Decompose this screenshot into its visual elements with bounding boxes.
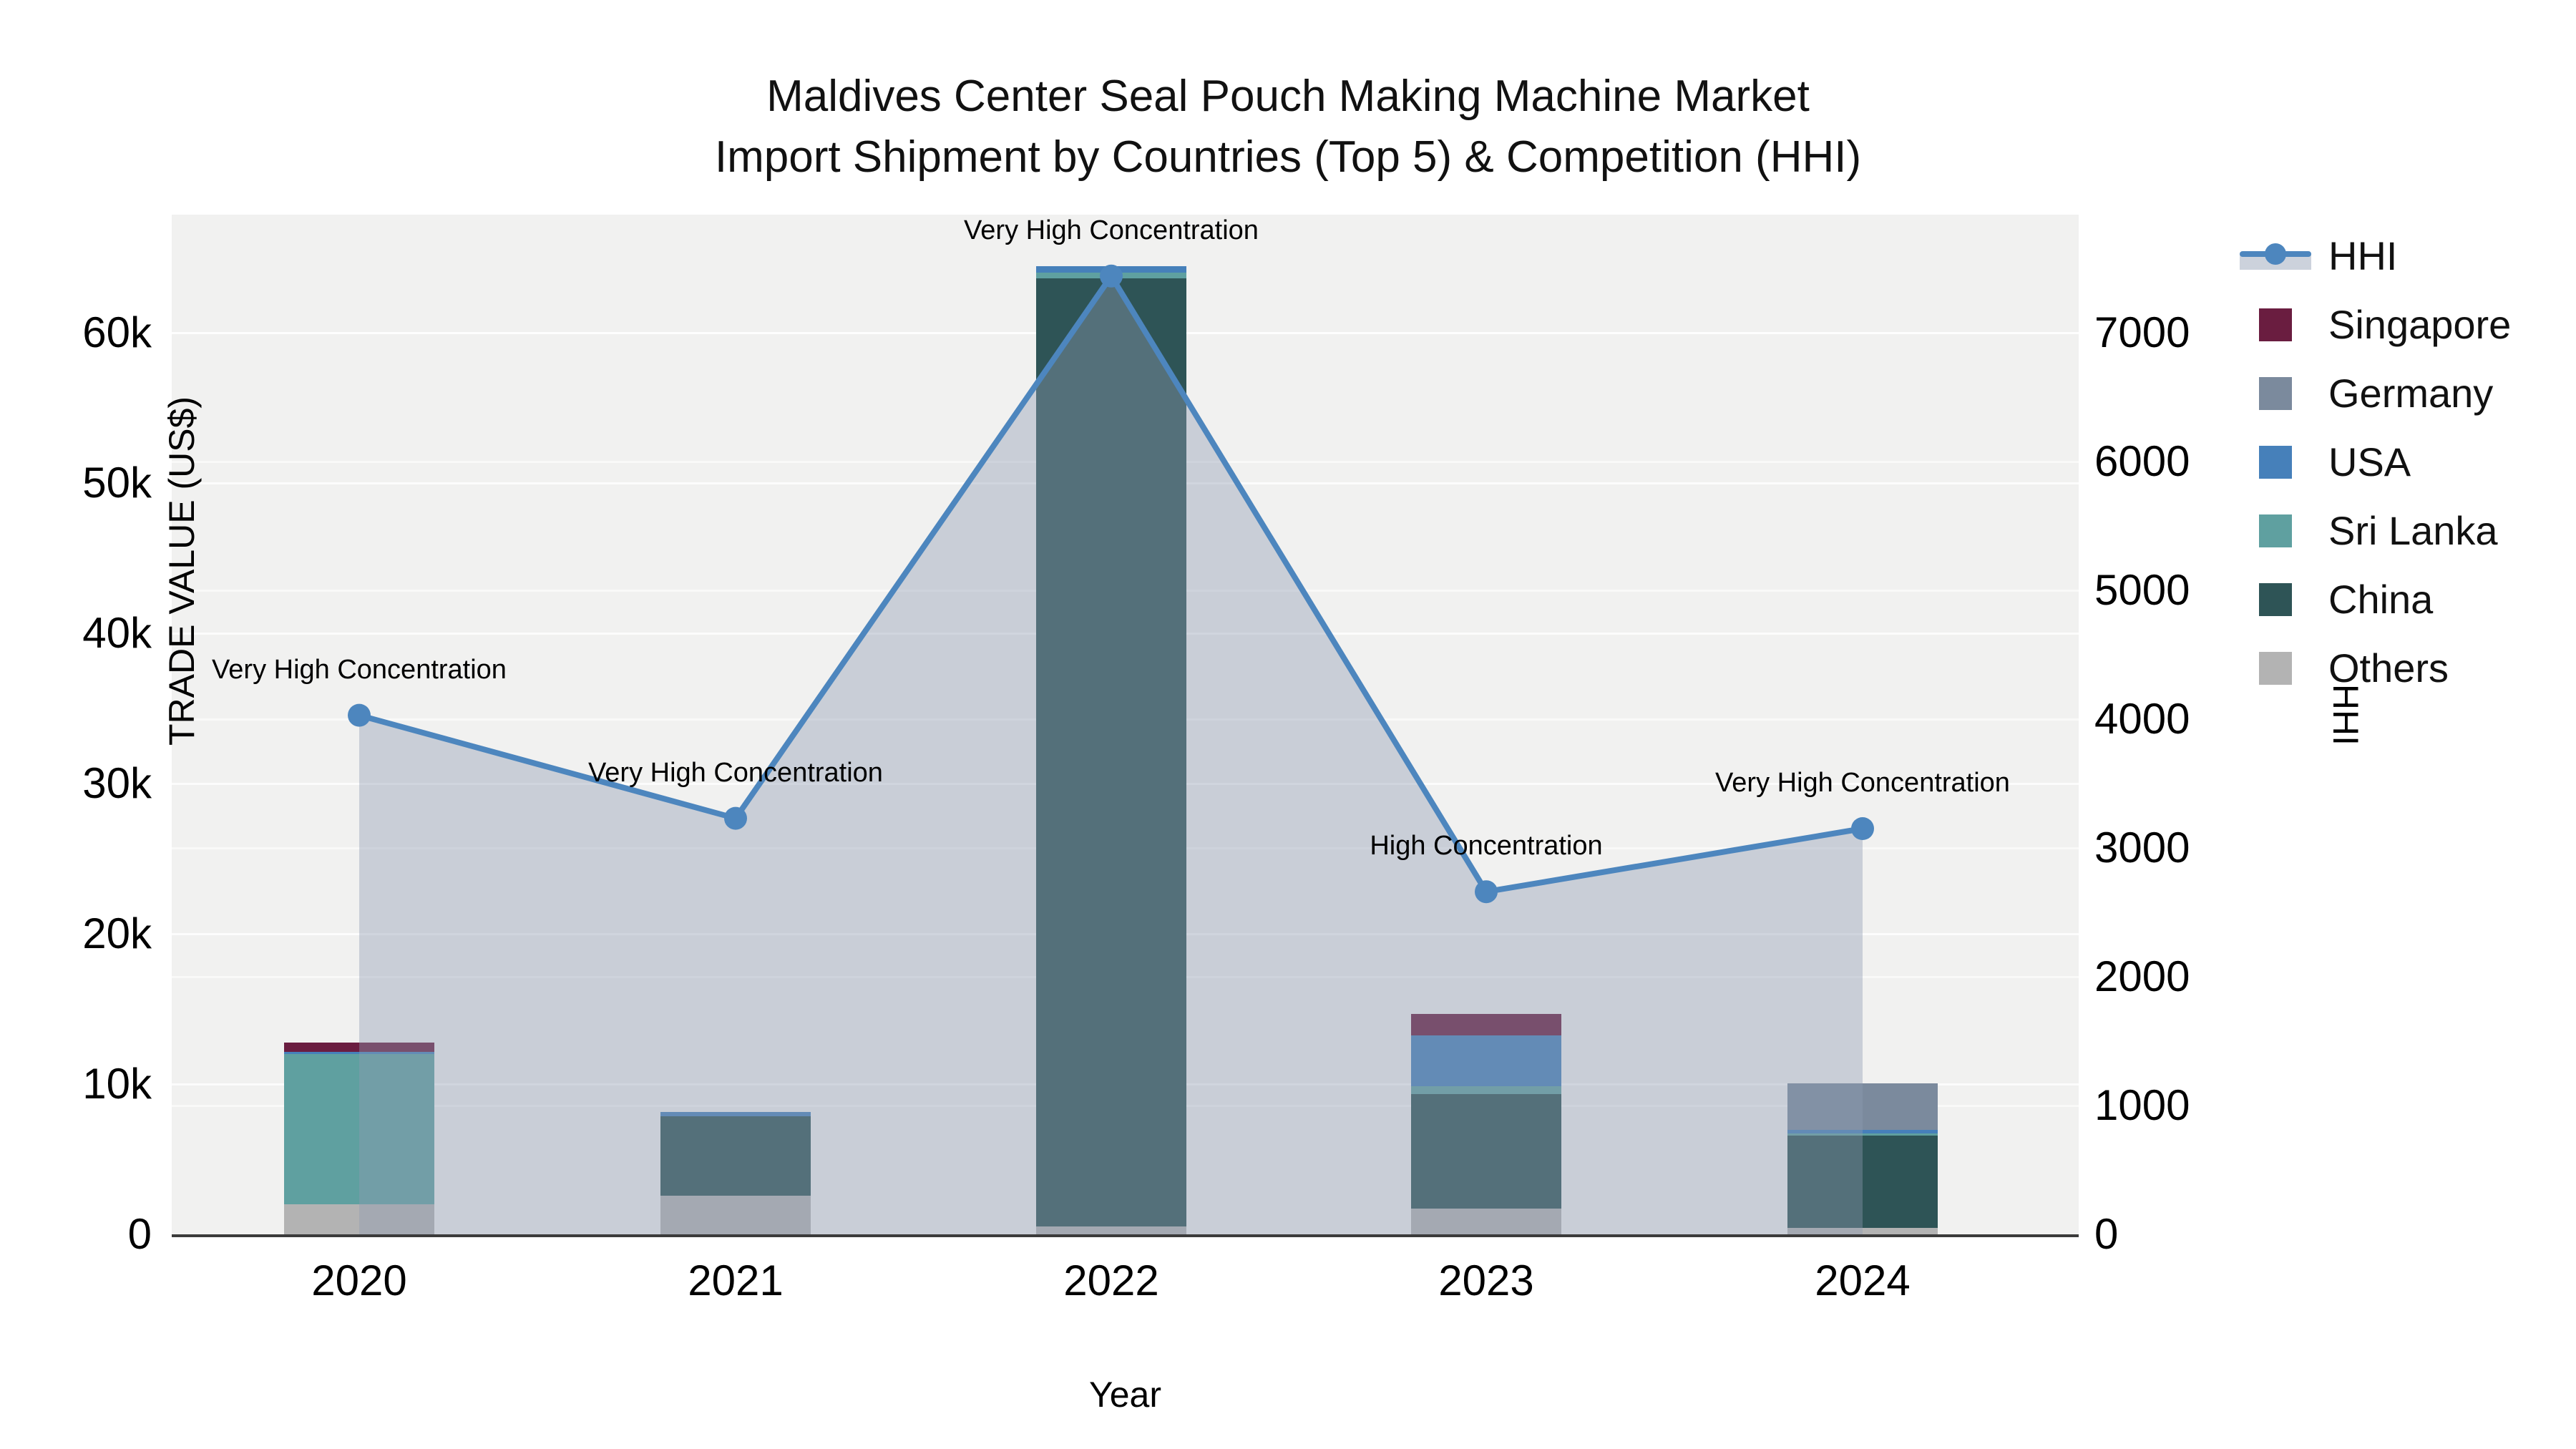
bar-segment-usa-2023[interactable] (1411, 1035, 1561, 1087)
bar-segment-germany-2024[interactable] (1787, 1083, 1938, 1131)
x-tick-2022: 2022 (1063, 1257, 1159, 1304)
legend-swatch-china-icon (2259, 583, 2292, 616)
annotation-2021: Very High Concentration (588, 757, 883, 788)
y-right-tick-6000: 6000 (2094, 437, 2190, 485)
hhi-line-swatch-icon (2240, 240, 2311, 273)
bar-segment-china-2024[interactable] (1787, 1136, 1938, 1228)
x-tick-2021: 2021 (688, 1257, 784, 1304)
bar-segment-sri-lanka-2023[interactable] (1411, 1086, 1561, 1095)
y-right-tick-7000: 7000 (2094, 308, 2190, 356)
legend-swatch-others-icon (2259, 652, 2292, 685)
chart-title-line2: Import Shipment by Countries (Top 5) & C… (714, 132, 1862, 182)
y-left-tick-30k: 30k (82, 759, 152, 807)
bar-segment-usa-2021[interactable] (660, 1111, 811, 1116)
legend-item-china[interactable]: China (2240, 580, 2511, 620)
legend-swatch-germany-icon (2259, 377, 2292, 410)
legend-swatch-singapore-icon (2259, 308, 2292, 341)
legend-item-others[interactable]: Others (2240, 648, 2511, 688)
y-right-tick-0: 0 (2094, 1210, 2119, 1258)
bar-segment-others-2021[interactable] (660, 1196, 811, 1234)
plot-area (172, 215, 2079, 1237)
annotation-2022: Very High Concentration (964, 215, 1259, 245)
bar-segment-china-2023[interactable] (1411, 1094, 1561, 1209)
hhi-marker-2023[interactable] (1475, 880, 1498, 904)
legend-label: Sri Lanka (2328, 508, 2498, 553)
x-tick-2023: 2023 (1438, 1257, 1534, 1304)
hhi-marker-2022[interactable] (1100, 264, 1123, 288)
y-left-tick-50k: 50k (82, 459, 152, 507)
legend-label: China (2328, 577, 2434, 622)
bar-segment-others-2023[interactable] (1411, 1209, 1561, 1234)
y-left-tick-20k: 20k (82, 909, 152, 957)
x-tick-2024: 2024 (1815, 1257, 1911, 1304)
bar-segment-china-2021[interactable] (660, 1116, 811, 1196)
annotation-2024: Very High Concentration (1715, 768, 2010, 798)
bar-segment-others-2024[interactable] (1787, 1227, 1938, 1234)
legend-label: Germany (2328, 371, 2494, 416)
bar-segment-usa-2020[interactable] (284, 1051, 434, 1054)
legend-label: Others (2328, 645, 2449, 691)
legend-item-sri-lanka[interactable]: Sri Lanka (2240, 511, 2511, 551)
bar-segment-sri-lanka-2024[interactable] (1787, 1133, 1938, 1136)
hhi-line-layer (348, 264, 1874, 1234)
legend-item-germany[interactable]: Germany (2240, 374, 2511, 414)
hhi-marker-2021[interactable] (724, 806, 747, 830)
y-left-tick-60k: 60k (82, 308, 152, 356)
bar-segment-others-2020[interactable] (284, 1204, 434, 1234)
bar-segment-usa-2024[interactable] (1787, 1130, 1938, 1134)
annotation-2020: Very High Concentration (212, 654, 507, 685)
hhi-marker-2024[interactable] (1851, 817, 1874, 840)
legend-item-usa[interactable]: USA (2240, 442, 2511, 482)
bar-segment-singapore-2020[interactable] (284, 1042, 434, 1052)
hhi-marker-swatch (2265, 243, 2286, 265)
chart-title-line1: Maldives Center Seal Pouch Making Machin… (766, 72, 1810, 121)
bar-segment-singapore-2023[interactable] (1411, 1014, 1561, 1036)
x-axis-title: Year (1088, 1375, 1162, 1415)
bar-segment-china-2022[interactable] (1036, 278, 1186, 1227)
y-right-tick-3000: 3000 (2094, 824, 2190, 872)
y-right-tick-4000: 4000 (2094, 695, 2190, 743)
y-left-tick-0: 0 (127, 1210, 152, 1258)
legend-label: HHI (2328, 233, 2398, 278)
annotation-2023: High Concentration (1370, 831, 1603, 862)
y-right-tick-2000: 2000 (2094, 952, 2190, 1000)
legend: HHI Singapore Germany USA Sri Lanka China Othe… (2240, 236, 2511, 717)
hhi-area-fill (359, 275, 1863, 1234)
legend-item-hhi[interactable]: HHI (2240, 236, 2511, 276)
legend-label: Singapore (2328, 302, 2512, 347)
y-left-tick-10k: 10k (82, 1060, 152, 1108)
bar-segment-others-2022[interactable] (1036, 1226, 1186, 1234)
legend-swatch-usa-icon (2259, 446, 2292, 479)
bar-segment-sri-lanka-2020[interactable] (284, 1054, 434, 1204)
legend-label: USA (2328, 439, 2411, 484)
y-right-tick-5000: 5000 (2094, 566, 2190, 614)
y-axis-left-title: TRADE VALUE (US$) (162, 396, 203, 746)
x-tick-2020: 2020 (311, 1257, 407, 1304)
hhi-marker-2020[interactable] (348, 703, 371, 727)
legend-item-singapore[interactable]: Singapore (2240, 305, 2511, 345)
legend-swatch-sri-lanka-icon (2259, 514, 2292, 547)
y-right-tick-1000: 1000 (2094, 1081, 2190, 1129)
y-left-tick-40k: 40k (82, 609, 152, 657)
